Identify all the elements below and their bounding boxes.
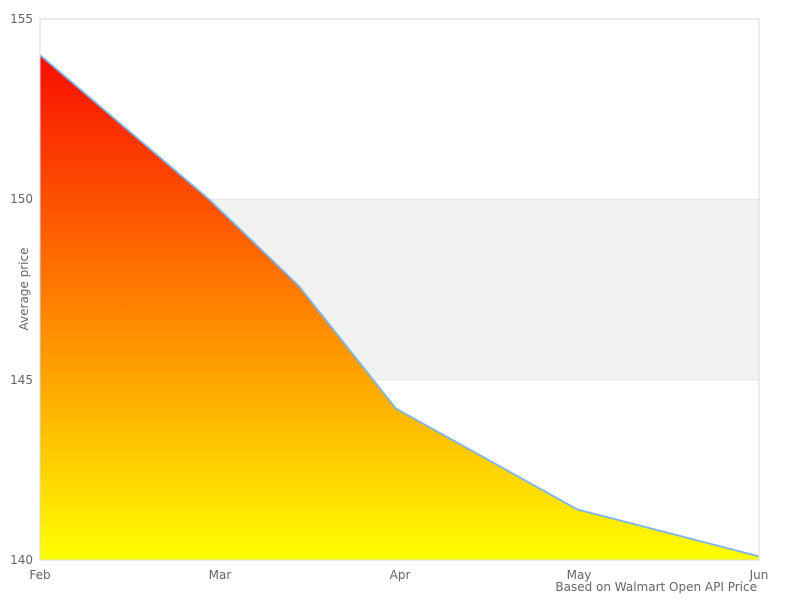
y-tick-label-145: 145: [10, 373, 33, 387]
y-axis-title: Average price: [17, 247, 31, 331]
x-tick-label-feb: Feb: [29, 568, 51, 582]
x-tick-label-mar: Mar: [208, 568, 232, 582]
y-tick-label-140: 140: [10, 553, 33, 567]
x-tick-label-jun: Jun: [749, 568, 769, 582]
x-tick-label-apr: Apr: [389, 568, 411, 582]
y-tick-label-150: 150: [10, 192, 33, 206]
chart-source-caption: Based on Walmart Open API Price: [555, 580, 757, 594]
x-tick-label-may: May: [566, 568, 592, 582]
y-tick-label-155: 155: [10, 12, 33, 26]
